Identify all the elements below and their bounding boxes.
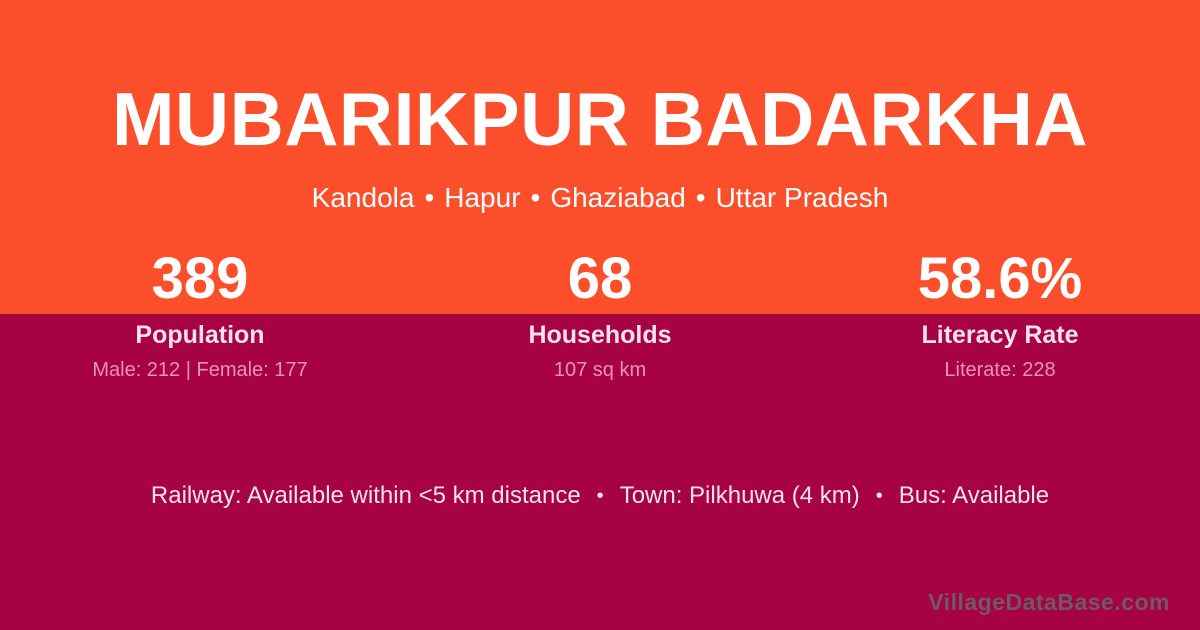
amenity-railway: Railway: Available within <5 km distance xyxy=(150,482,581,509)
amenity-bus: Bus: Available xyxy=(898,482,1050,509)
stat-population: 389 Population Male: 212 | Female: 177 xyxy=(0,250,400,382)
stat-households: 68 Households 107 sq km xyxy=(400,250,800,382)
amenities-line: Railway: Available within <5 km distance… xyxy=(0,482,1200,510)
bullet-separator-icon: • xyxy=(530,182,541,213)
location-part-state: Uttar Pradesh xyxy=(715,182,889,213)
stat-literacy-rate: 58.6% Literacy Rate Literate: 228 xyxy=(800,250,1200,382)
literacy-detail: Literate: 228 xyxy=(944,359,1056,381)
bullet-separator-icon: • xyxy=(424,182,435,213)
literacy-label: Literacy Rate xyxy=(921,321,1079,349)
stats-row: 389 Population Male: 212 | Female: 177 6… xyxy=(0,250,1200,382)
population-label: Population xyxy=(135,321,265,349)
hero-background xyxy=(0,0,1200,314)
village-name-title: MUBARIKPUR BADARKHA xyxy=(111,77,1089,161)
households-value: 68 xyxy=(567,246,633,311)
bullet-separator-icon: • xyxy=(596,485,604,507)
population-detail: Male: 212 | Female: 177 xyxy=(92,359,308,381)
households-detail: 107 sq km xyxy=(553,359,647,381)
bullet-separator-icon: • xyxy=(875,485,883,507)
location-part-block: Hapur xyxy=(444,182,521,213)
location-part-village: Kandola xyxy=(311,182,415,213)
households-label: Households xyxy=(528,321,672,349)
literacy-value: 58.6% xyxy=(917,246,1083,311)
amenity-town: Town: Pilkhuwa (4 km) xyxy=(619,482,860,509)
bullet-separator-icon: • xyxy=(695,182,706,213)
watermark-brand: VillageDataBase.com xyxy=(928,589,1170,615)
location-breadcrumb: Kandola • Hapur • Ghaziabad • Uttar Pradesh xyxy=(0,182,1200,214)
location-part-district: Ghaziabad xyxy=(550,182,686,213)
population-value: 389 xyxy=(151,246,249,311)
